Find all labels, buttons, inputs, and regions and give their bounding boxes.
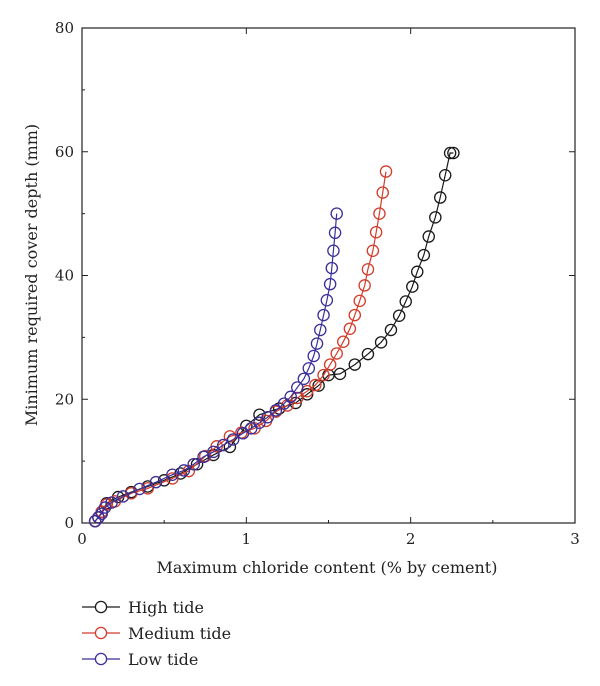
chart: 0 1 2 3 0 20 40 60 80 Maximum chloride content (… [22, 19, 580, 577]
y-axis-label: Minimum required cover depth (mm) [22, 124, 41, 426]
legend-marker-icon [82, 600, 120, 614]
x-tick-label: 2 [406, 530, 416, 548]
y-tick-label: 80 [55, 19, 74, 37]
data-point [325, 261, 339, 275]
data-point [410, 265, 424, 279]
data-point [166, 468, 179, 481]
data-point [361, 347, 375, 361]
series-line [94, 152, 454, 522]
data-point [379, 165, 393, 178]
data-point [314, 323, 327, 337]
legend-label: Low tide [128, 649, 199, 669]
y-tick-label: 0 [64, 514, 74, 532]
data-point [317, 308, 330, 322]
data-point [328, 226, 342, 240]
data-point [133, 482, 146, 496]
data-point [88, 514, 102, 528]
legend-item: Low tide [82, 646, 231, 672]
data-point [92, 511, 105, 524]
series-line [94, 213, 338, 522]
y-tick-label: 60 [55, 143, 74, 161]
legend-label: High tide [128, 597, 204, 617]
data-point [348, 358, 362, 371]
data-point [284, 390, 297, 404]
data-point [291, 391, 304, 405]
data-point [307, 349, 320, 363]
data-point [105, 496, 118, 509]
data-point [374, 336, 388, 349]
data-point [323, 358, 337, 371]
data-point [443, 146, 457, 160]
data-point [330, 347, 343, 360]
data-point [337, 335, 350, 348]
data-point [297, 372, 311, 386]
data-point [406, 280, 419, 293]
x-tick-label: 3 [570, 530, 580, 548]
data-point [310, 337, 324, 350]
data-point [392, 309, 406, 322]
data-point [323, 277, 337, 291]
series-medium-tide [88, 165, 393, 528]
data-point [384, 323, 398, 337]
data-point [207, 445, 220, 459]
data-point [177, 464, 191, 477]
data-point [253, 408, 266, 421]
x-tick-label: 0 [77, 530, 87, 548]
data-point [317, 368, 330, 382]
data-point [226, 433, 240, 446]
data-point [330, 207, 343, 220]
plot-frame [81, 27, 576, 524]
data-point [261, 410, 274, 424]
data-point [149, 475, 163, 489]
data-point [291, 381, 304, 394]
data-point [376, 186, 389, 199]
legend-marker-icon [82, 652, 120, 666]
data-point [187, 457, 200, 471]
y-tick-label: 40 [55, 267, 74, 285]
data-point [373, 207, 386, 220]
y-tick-label: 20 [55, 390, 74, 408]
x-tick-label: 1 [242, 530, 252, 548]
series-high-tide [88, 146, 460, 528]
data-point [433, 191, 447, 204]
data-point [422, 230, 435, 243]
data-point [217, 438, 230, 452]
series-low-tide [88, 207, 343, 528]
data-point [302, 362, 316, 375]
legend-item: High tide [82, 594, 231, 620]
data-point [95, 507, 108, 520]
data-point [417, 248, 431, 262]
data-point [320, 293, 334, 307]
data-point [361, 263, 375, 276]
data-point [277, 397, 291, 410]
legend-label: Medium tide [128, 623, 232, 643]
data-point [429, 211, 442, 224]
data-point [399, 295, 412, 308]
data-point [190, 457, 204, 471]
data-point [269, 404, 283, 417]
data-point [353, 294, 366, 308]
legend-marker-icon [82, 626, 120, 640]
data-point [366, 244, 380, 257]
x-axis-label: Maximum chloride content (% by cement) [157, 558, 498, 577]
legend: High tide Medium tide Low tide [82, 594, 231, 672]
data-point [116, 490, 130, 503]
data-point [369, 225, 383, 239]
data-point [438, 169, 452, 182]
data-point [358, 279, 371, 292]
data-point [309, 378, 322, 392]
legend-item: Medium tide [82, 620, 231, 646]
data-point [343, 322, 357, 335]
data-point [327, 244, 340, 257]
data-point [348, 308, 362, 322]
data-point [166, 472, 179, 485]
data-point [197, 450, 210, 464]
data-point [447, 146, 460, 160]
data-point [333, 367, 347, 381]
